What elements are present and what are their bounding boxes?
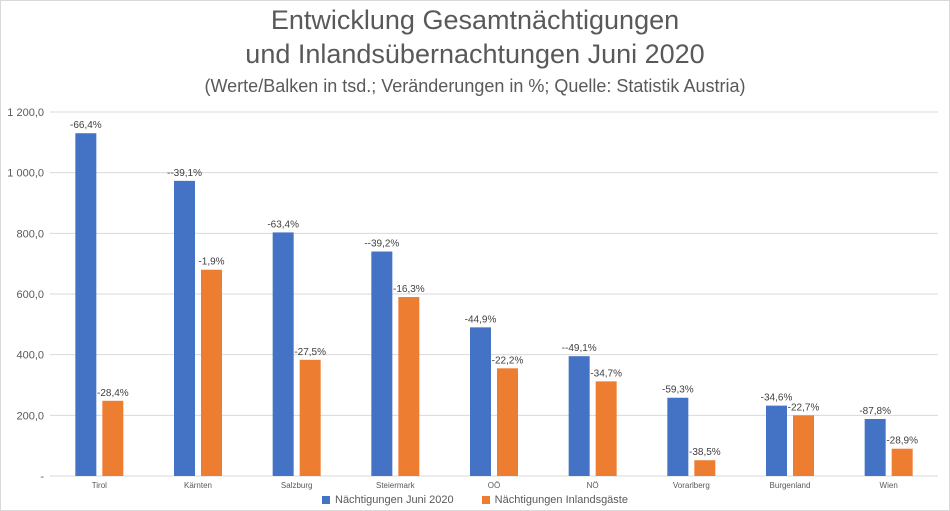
data-label: -27,5% — [294, 347, 326, 358]
gridlines — [50, 111, 938, 477]
data-label: -44,9% — [465, 314, 497, 325]
legend-label-series-1: Nächtigungen Juni 2020 — [335, 494, 454, 506]
data-label: -34,6% — [761, 393, 793, 404]
data-label: --49,1% — [562, 343, 597, 354]
x-tick-label: Wien — [880, 481, 898, 490]
bar — [102, 400, 124, 476]
legend-swatch-series-1 — [322, 496, 330, 504]
y-axis: - 200,0 400,0 600,0 800,0 1 000,0 1 200,0 — [7, 107, 44, 483]
bar — [667, 397, 689, 476]
bar — [568, 356, 590, 476]
bar — [201, 269, 222, 476]
chart-title-line-1: Entwicklung Gesamtnächtigungen — [270, 5, 680, 35]
data-label: --39,1% — [167, 168, 202, 179]
bar — [864, 418, 886, 476]
y-tick-label: - — [40, 471, 44, 483]
bar — [891, 448, 913, 476]
data-label: -38,5% — [689, 447, 721, 458]
bar — [497, 368, 518, 476]
x-tick-label: Steiermark — [376, 481, 416, 490]
y-tick-label: 800,0 — [16, 228, 44, 240]
data-label: -34,7% — [590, 368, 622, 379]
x-tick-label: Burgenland — [770, 481, 811, 490]
data-label: -22,7% — [788, 402, 820, 413]
y-tick-label: 200,0 — [16, 410, 44, 422]
bar — [470, 327, 491, 476]
data-label: --39,2% — [364, 239, 399, 250]
chart-subtitle: (Werte/Balken in tsd.; Veränderungen in … — [204, 76, 746, 96]
bar — [174, 180, 195, 476]
x-tick-label: Vorarlberg — [673, 481, 710, 490]
y-tick-label: 1 200,0 — [7, 107, 44, 119]
y-tick-label: 400,0 — [16, 350, 44, 362]
bars — [75, 133, 913, 476]
legend-item-series-1: Nächtigungen Juni 2020 — [322, 494, 454, 506]
y-tick-label: 600,0 — [16, 289, 44, 301]
bar — [595, 381, 617, 476]
x-tick-label: Salzburg — [281, 481, 313, 490]
data-label: -28,9% — [886, 436, 918, 447]
y-tick-label: 1 000,0 — [7, 168, 44, 180]
bar — [272, 232, 294, 476]
data-label: -66,4% — [70, 120, 102, 131]
bar — [793, 415, 814, 476]
bar — [694, 460, 716, 476]
data-label: -22,2% — [492, 355, 524, 366]
data-label: -28,4% — [97, 388, 129, 399]
x-tick-label: Tirol — [92, 481, 107, 490]
data-label: -59,3% — [662, 385, 694, 396]
bar — [766, 405, 787, 476]
x-tick-label: OÖ — [488, 481, 500, 490]
data-label: -16,3% — [393, 284, 425, 295]
bar — [371, 251, 393, 476]
legend-item-series-2: Nächtigungen Inlandsgäste — [481, 494, 628, 506]
x-tick-label: Kärnten — [184, 481, 212, 490]
legend-swatch-series-2 — [481, 496, 490, 504]
data-label: -63,4% — [267, 219, 299, 230]
data-label: -87,8% — [859, 406, 891, 417]
x-axis: Tirol Kärnten Salzburg Steiermark OÖ NÖ Vorarl… — [92, 481, 898, 490]
x-tick-label: NÖ — [587, 481, 599, 490]
data-labels: -66,4% -28,4% --39,1% -1,9% -63,4% -27,5% --39… — [70, 120, 918, 458]
data-label: -1,9% — [198, 257, 224, 268]
chart-title-line-2: und Inlandsübernachtungen Juni 2020 — [245, 39, 705, 69]
bar — [398, 297, 420, 476]
legend-label-series-2: Nächtigungen Inlandsgäste — [494, 494, 628, 506]
bar — [75, 133, 97, 476]
legend: Nächtigungen Juni 2020 Nächtigungen Inla… — [0, 494, 950, 506]
bar — [299, 359, 321, 476]
